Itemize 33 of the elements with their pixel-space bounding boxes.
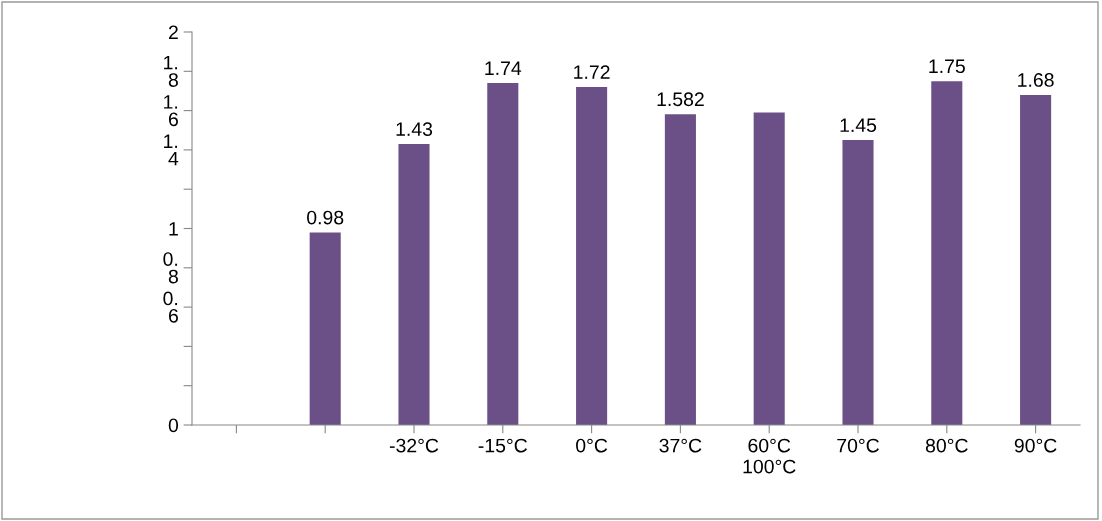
y-tick-label: 1. 4 bbox=[164, 134, 179, 166]
data-label: 1.582 bbox=[657, 92, 704, 107]
bar bbox=[576, 87, 608, 425]
y-tick-label: 1 bbox=[169, 222, 178, 236]
y-tick-label: 2 bbox=[168, 25, 178, 40]
bar bbox=[842, 140, 874, 425]
data-label: 1.72 bbox=[574, 65, 610, 79]
x-tick-label: -32°C bbox=[389, 438, 439, 453]
x-tick-label: 37°C bbox=[659, 438, 702, 453]
data-label: 1.43 bbox=[396, 122, 433, 136]
y-tick-label: 0. 6 bbox=[163, 291, 178, 323]
bar bbox=[931, 81, 963, 425]
data-label: 1.68 bbox=[1018, 73, 1054, 87]
x-tick-label: 80°C bbox=[925, 438, 968, 453]
bar bbox=[309, 232, 341, 425]
x-tick-label: -15°C bbox=[478, 438, 528, 453]
bar bbox=[398, 144, 430, 425]
bar bbox=[664, 114, 696, 425]
data-label: 1.74 bbox=[485, 61, 522, 75]
y-tick-label: 0 bbox=[168, 418, 179, 433]
data-label: 1.75 bbox=[929, 59, 965, 74]
x-tick-label: 70°C bbox=[837, 438, 879, 453]
data-label: 0.98 bbox=[307, 210, 344, 225]
y-tick-label: 1. 6 bbox=[164, 95, 178, 127]
x-tick-label: 90°C bbox=[1014, 438, 1057, 453]
bar bbox=[1020, 94, 1052, 425]
bar bbox=[487, 83, 519, 425]
x-tick-label: 0°C bbox=[576, 438, 608, 453]
data-label: 1.45 bbox=[840, 118, 877, 133]
x-tick-label: 60°C 100°C bbox=[743, 438, 796, 474]
bar bbox=[753, 112, 785, 425]
y-tick-label: 0. 8 bbox=[163, 252, 178, 284]
y-tick-label: 1. 8 bbox=[164, 55, 178, 87]
